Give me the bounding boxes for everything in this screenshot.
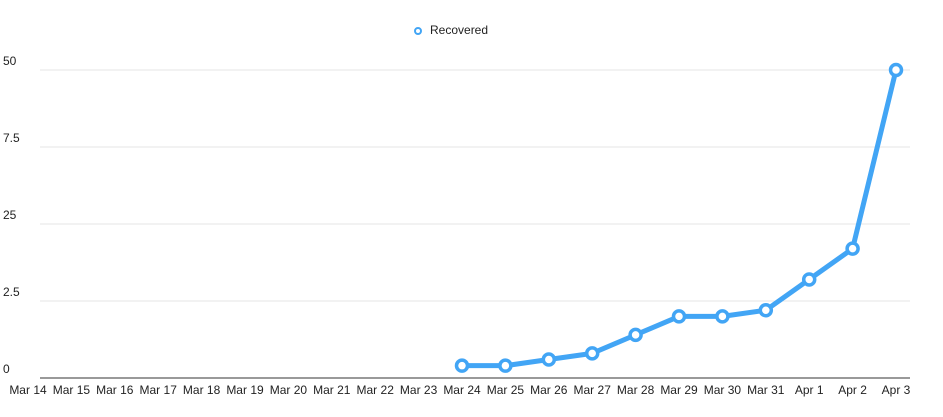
x-tick-label: Mar 16 [96,383,134,397]
x-tick-label: Mar 20 [270,383,308,397]
x-tick-label: Mar 22 [357,383,395,397]
x-tick-label: Mar 28 [617,383,655,397]
y-tick-label: 2.5 [3,285,20,299]
data-point [498,358,513,373]
x-tick-label: Mar 29 [660,383,698,397]
y-tick-label: 7.5 [3,131,20,145]
data-point [888,62,904,78]
data-point [584,346,600,361]
legend-marker [414,27,422,35]
x-tick-label: Mar 31 [747,383,785,397]
y-tick-label: 25 [3,208,17,222]
y-tick-label: 50 [3,54,17,68]
data-point [801,272,817,287]
x-tick-label: Mar 24 [443,383,481,397]
x-tick-label: Mar 25 [487,383,525,397]
x-tick-label: Apr 3 [882,383,911,397]
x-tick-label: Mar 26 [530,383,568,397]
x-tick-label: Mar 27 [574,383,612,397]
data-point [628,327,643,343]
x-tick-label: Apr 1 [795,383,824,397]
data-point [541,352,557,367]
x-tick-label: Mar 18 [183,383,221,397]
data-point [454,358,470,373]
x-tick-label: Mar 19 [226,383,264,397]
data-point [758,302,774,318]
data-point [671,309,687,324]
x-tick-label: Apr 2 [838,383,867,397]
x-tick-label: Mar 30 [704,383,742,397]
x-tick-label: Mar 17 [140,383,178,397]
data-point [715,309,730,324]
y-tick-label: 0 [3,362,10,376]
data-point [845,241,860,256]
legend-label: Recovered [430,23,488,37]
x-tick-label: Mar 14 [9,383,47,397]
x-tick-label: Mar 23 [400,383,438,397]
x-tick-label: Mar 15 [53,383,91,397]
x-tick-label: Mar 21 [313,383,351,397]
